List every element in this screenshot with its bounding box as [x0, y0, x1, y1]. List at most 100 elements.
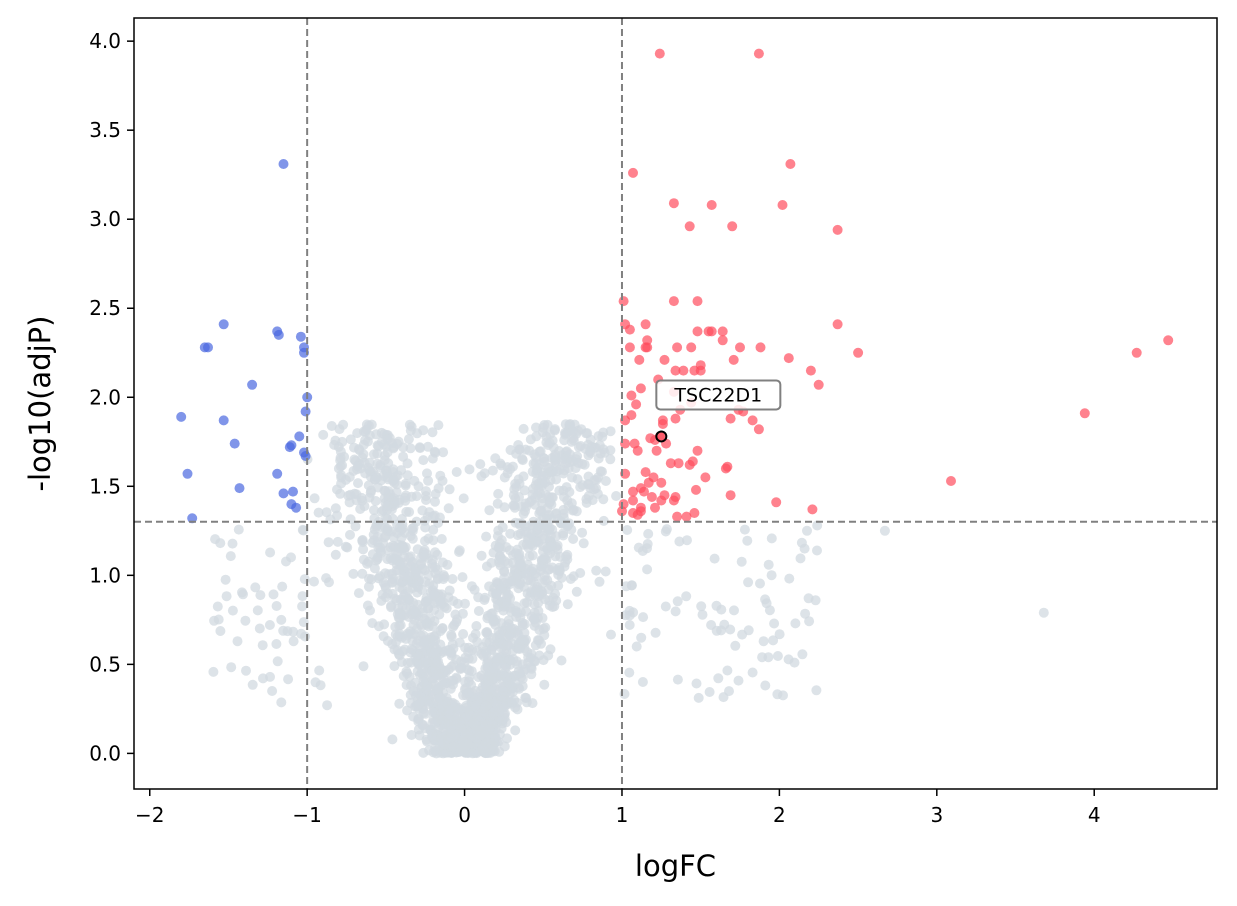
- down-point: [234, 483, 245, 494]
- ns-point: [412, 544, 423, 555]
- up-point: [717, 335, 728, 346]
- ns-point: [450, 729, 461, 740]
- ns-point: [480, 739, 491, 750]
- ns-point: [560, 419, 571, 430]
- ns-point: [571, 586, 582, 597]
- ns-point: [473, 672, 484, 683]
- ns-point: [531, 422, 541, 433]
- ns-point: [636, 632, 647, 643]
- ns-point: [737, 629, 748, 640]
- ns-point: [418, 455, 429, 466]
- ns-point: [739, 524, 750, 535]
- ns-point: [522, 597, 532, 608]
- up-point: [640, 319, 651, 330]
- ns-point: [257, 640, 268, 651]
- ns-point: [611, 491, 622, 501]
- ns-point: [560, 557, 571, 568]
- up-point: [805, 365, 816, 376]
- ns-point: [674, 536, 685, 547]
- ns-point: [624, 620, 635, 630]
- ns-point: [437, 557, 448, 568]
- not-significant-points: [208, 419, 1049, 759]
- ns-point: [458, 493, 469, 504]
- ns-point: [538, 533, 549, 544]
- ns-point: [713, 673, 724, 684]
- ns-point: [1038, 607, 1049, 618]
- ns-point: [415, 443, 426, 454]
- ns-point: [367, 618, 378, 629]
- ns-point: [416, 696, 427, 707]
- ns-point: [568, 504, 579, 515]
- ns-point: [501, 601, 512, 612]
- ns-point: [755, 578, 765, 589]
- up-point: [657, 419, 668, 429]
- ns-point: [241, 665, 251, 676]
- ns-point: [799, 543, 810, 554]
- ns-point: [221, 591, 232, 602]
- up-point: [670, 413, 681, 424]
- ns-point: [367, 549, 378, 560]
- ns-point: [339, 451, 350, 462]
- ns-point: [505, 629, 516, 640]
- up-point: [832, 319, 843, 330]
- ns-point: [379, 450, 390, 461]
- up-point: [659, 490, 670, 501]
- ns-point: [460, 598, 470, 609]
- ns-point: [411, 516, 422, 527]
- down-point: [272, 468, 283, 479]
- ns-point: [428, 524, 439, 535]
- down-point: [218, 319, 229, 330]
- y-tick-label: 2.0: [89, 385, 121, 409]
- x-tick-label: 1: [616, 803, 629, 827]
- ns-point: [326, 421, 337, 431]
- ns-point: [521, 693, 532, 703]
- up-point: [668, 495, 679, 506]
- down-point: [294, 431, 305, 442]
- y-tick-label: 1.5: [89, 474, 121, 498]
- ns-point: [363, 556, 374, 567]
- ns-point: [542, 462, 553, 473]
- x-tick-label: 3: [930, 803, 943, 827]
- ns-point: [760, 594, 771, 605]
- ns-point: [468, 718, 479, 729]
- ns-point: [496, 669, 507, 680]
- ns-point: [429, 604, 440, 615]
- ns-point: [523, 542, 534, 553]
- ns-point: [480, 700, 491, 711]
- ns-point: [427, 729, 438, 740]
- ns-point: [499, 556, 510, 567]
- ns-point: [430, 562, 441, 573]
- ns-point: [558, 530, 569, 541]
- ns-point: [371, 429, 382, 440]
- ns-point: [396, 657, 407, 668]
- ns-point: [724, 686, 734, 697]
- ns-point: [233, 524, 244, 535]
- ns-point: [388, 532, 399, 543]
- ns-point: [405, 425, 416, 436]
- y-tick-label: 2.5: [89, 296, 121, 320]
- ns-point: [227, 605, 238, 616]
- ns-point: [472, 636, 483, 647]
- ns-point: [509, 695, 520, 706]
- up-point: [628, 486, 638, 497]
- ns-point: [402, 705, 413, 716]
- ns-point: [529, 655, 540, 666]
- down-point: [203, 342, 213, 353]
- ns-point: [774, 629, 785, 640]
- ns-point: [318, 429, 329, 440]
- up-point: [946, 476, 956, 486]
- y-tick-label: 0.0: [89, 741, 121, 765]
- ns-point: [448, 741, 459, 752]
- ns-point: [789, 657, 800, 668]
- ns-point: [338, 419, 349, 430]
- ns-point: [460, 652, 471, 663]
- up-point: [695, 365, 706, 376]
- ns-point: [507, 687, 518, 697]
- ns-point: [288, 636, 299, 647]
- up-point: [656, 477, 667, 488]
- ns-point: [457, 608, 468, 619]
- up-point: [689, 508, 700, 518]
- ns-point: [511, 572, 522, 583]
- ns-point: [511, 481, 522, 492]
- up-point: [628, 167, 638, 178]
